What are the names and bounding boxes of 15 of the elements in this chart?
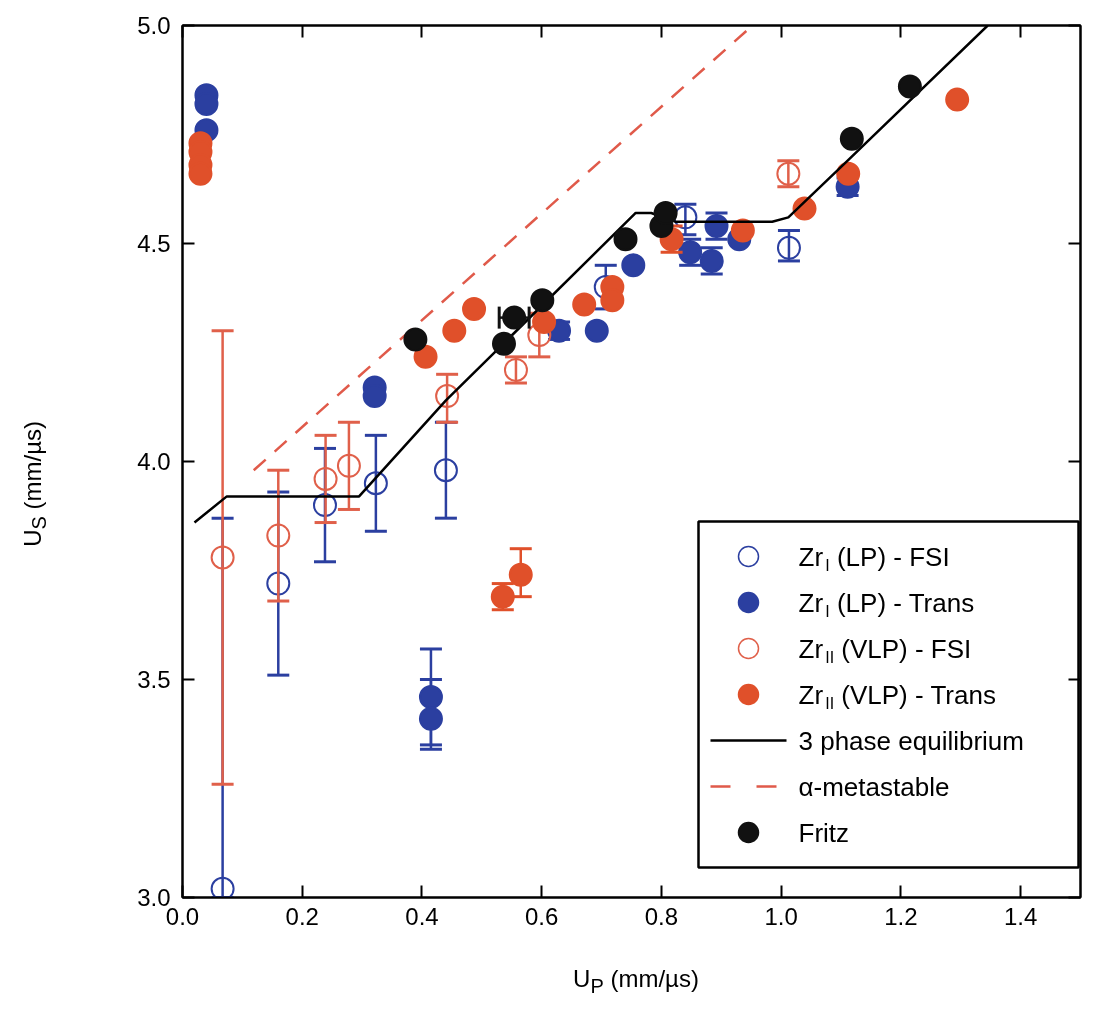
y-tick-label: 4.5 xyxy=(137,230,171,257)
legend-label: Fritz xyxy=(798,817,850,848)
legend-label: α-metastable xyxy=(798,771,950,802)
x-tick-label: 1.0 xyxy=(764,902,798,930)
x-axis-title: U$_{P}$ (mm/µs) xyxy=(572,964,700,999)
x-tick-label: 0.4 xyxy=(405,902,439,930)
x-tick-label: 1.4 xyxy=(1003,902,1038,930)
x-tick-label: 1.2 xyxy=(884,902,918,930)
y-tick-label: 5.0 xyxy=(137,12,171,39)
x-tick-label: 0.8 xyxy=(644,902,679,930)
x-tick-label: 0.2 xyxy=(285,902,319,930)
y-tick-label: 4.0 xyxy=(137,448,171,475)
y-tick-label: 3.5 xyxy=(137,666,171,693)
legend-label: 3 phase equilibrium xyxy=(798,725,1024,756)
x-tick-label: 0.6 xyxy=(525,902,559,930)
